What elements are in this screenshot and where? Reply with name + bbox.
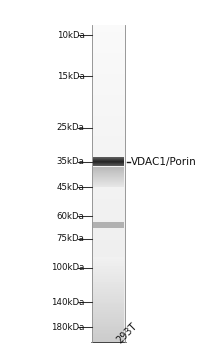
Text: VDAC1/Porin: VDAC1/Porin bbox=[131, 157, 196, 167]
Text: 293T: 293T bbox=[115, 321, 139, 345]
Text: 45kDa: 45kDa bbox=[57, 183, 84, 192]
Text: 75kDa: 75kDa bbox=[57, 234, 84, 243]
Text: 15kDa: 15kDa bbox=[57, 72, 84, 80]
Text: 10kDa: 10kDa bbox=[57, 31, 84, 40]
Text: 25kDa: 25kDa bbox=[57, 123, 84, 132]
Text: 140kDa: 140kDa bbox=[51, 298, 84, 307]
Text: 60kDa: 60kDa bbox=[57, 212, 84, 221]
Text: 180kDa: 180kDa bbox=[51, 323, 84, 332]
Text: 35kDa: 35kDa bbox=[57, 158, 84, 166]
Text: 100kDa: 100kDa bbox=[51, 264, 84, 273]
